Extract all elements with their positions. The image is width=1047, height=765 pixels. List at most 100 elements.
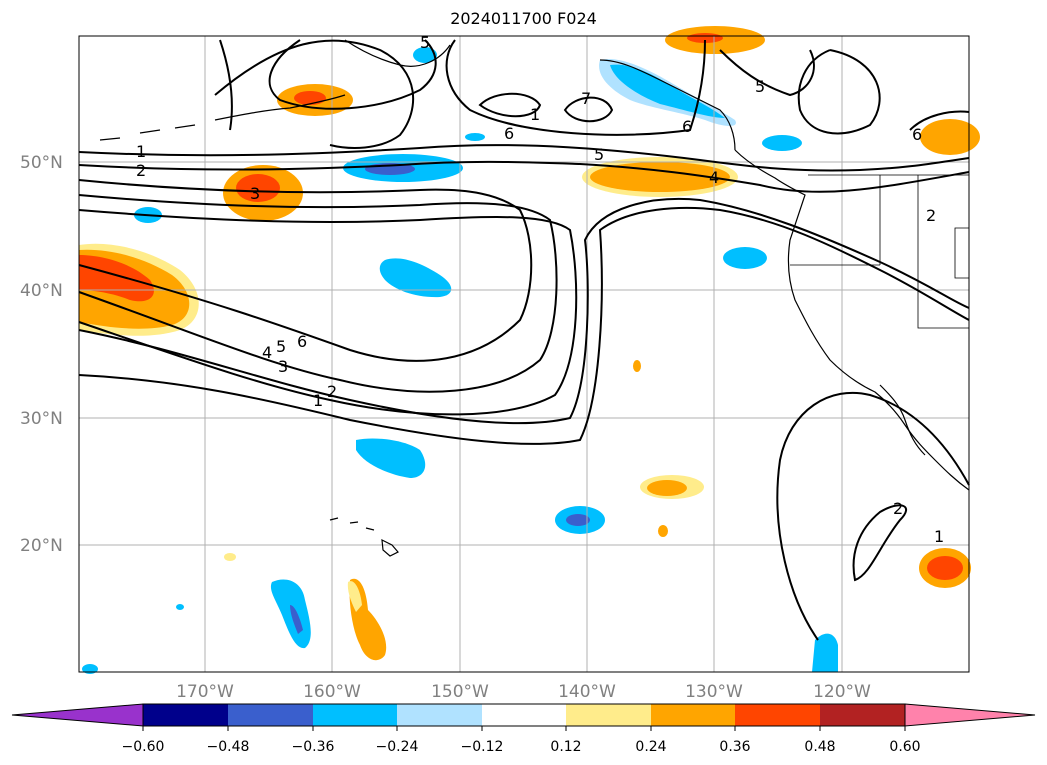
lat-label-40n: 40°N bbox=[20, 281, 63, 301]
colorbar-bin bbox=[313, 704, 397, 726]
coastline-alaska-panhandle bbox=[599, 59, 736, 151]
lon-label-130w: 130°W bbox=[685, 682, 743, 702]
coastline-baja bbox=[879, 384, 926, 456]
longitude-labels: 170°W 160°W 150°W 140°W 130°W 120°W bbox=[176, 682, 871, 702]
contour-line bbox=[78, 160, 970, 193]
latitude-labels: 50°N 40°N 30°N 20°N bbox=[20, 153, 63, 556]
contour-line bbox=[797, 49, 881, 135]
warm-anomaly-small-1 bbox=[633, 360, 641, 372]
contour-label: 5 bbox=[420, 33, 430, 52]
colorbar-tick-label: 0.12 bbox=[550, 739, 581, 755]
contour-label: 7 bbox=[581, 89, 591, 108]
contour-label: 2 bbox=[893, 499, 903, 518]
coastline-aleutians bbox=[99, 124, 196, 141]
graticule bbox=[79, 36, 969, 672]
cool-anomaly-150w bbox=[379, 258, 452, 298]
contour-line bbox=[78, 198, 970, 425]
colorbar-tick-marks bbox=[142, 726, 906, 731]
lon-label-160w: 160°W bbox=[303, 682, 361, 702]
colorbar-tick-label: −0.36 bbox=[292, 739, 335, 755]
colorbar-bin bbox=[735, 704, 820, 726]
map-title: 2024011700 F024 bbox=[450, 9, 597, 28]
colorbar-tick-label: −0.48 bbox=[207, 739, 250, 755]
lon-label-170w: 170°W bbox=[176, 682, 234, 702]
contour-line bbox=[78, 209, 578, 416]
contour-label: 2 bbox=[926, 206, 936, 225]
map-frame bbox=[78, 35, 970, 673]
warm-anomaly-135w-orange bbox=[647, 480, 687, 496]
contour-line bbox=[909, 110, 970, 131]
contour-label: 1 bbox=[530, 105, 540, 124]
contour-line bbox=[719, 49, 815, 97]
contour-lines bbox=[78, 39, 970, 641]
warm-anomaly-small-3 bbox=[224, 553, 236, 561]
contour-line bbox=[78, 194, 558, 393]
cool-anomaly-120w-south bbox=[812, 633, 838, 672]
contour-label: 6 bbox=[912, 125, 922, 144]
colorbar-bin bbox=[397, 704, 482, 726]
lat-label-30n: 30°N bbox=[20, 409, 63, 429]
colorbar-bin bbox=[482, 704, 566, 726]
contour-line bbox=[78, 206, 970, 445]
cool-anomaly-152w-north bbox=[465, 133, 485, 141]
warm-anomaly-east bbox=[920, 119, 980, 155]
warm-anomaly-130w-orange bbox=[590, 162, 730, 192]
colorbar: −0.60 −0.48 −0.36 −0.24 −0.12 0.12 0.24 … bbox=[11, 703, 1036, 755]
contour-line bbox=[78, 179, 533, 362]
contour-label: 6 bbox=[297, 332, 307, 351]
contour-label: 3 bbox=[278, 357, 288, 376]
lat-label-50n: 50°N bbox=[20, 153, 63, 173]
colorbar-extend-high bbox=[904, 703, 1036, 727]
lat-label-20n: 20°N bbox=[20, 536, 63, 556]
colorbar-tick-label: −0.60 bbox=[122, 739, 165, 755]
contour-line bbox=[776, 391, 970, 641]
contour-label: 2 bbox=[136, 161, 146, 180]
contour-label: 4 bbox=[709, 168, 719, 187]
colorbar-tick-label: 0.60 bbox=[889, 739, 920, 755]
contour-label: 5 bbox=[755, 77, 765, 96]
warm-anomaly-small-2 bbox=[658, 525, 668, 537]
contour-label: 4 bbox=[262, 343, 272, 362]
coastlines bbox=[99, 39, 970, 557]
contour-labels: 1 2 3 4 5 6 7 1 2 3 4 5 6 1 2 5 6 1 2 6 … bbox=[136, 33, 944, 546]
contour-line bbox=[852, 504, 908, 582]
colorbar-tick-label: 0.48 bbox=[804, 739, 835, 755]
contour-line bbox=[78, 144, 970, 172]
colorbar-bin bbox=[820, 704, 905, 726]
contour-line bbox=[445, 39, 706, 136]
lon-label-120w: 120°W bbox=[813, 682, 871, 702]
contour-line bbox=[478, 92, 542, 118]
contour-label: 6 bbox=[682, 117, 692, 136]
contour-label: 5 bbox=[594, 145, 604, 164]
colorbar-extend-low bbox=[11, 703, 144, 727]
cool-anomaly-155w-25n bbox=[356, 438, 426, 478]
warm-anomaly-165w-red bbox=[236, 174, 280, 202]
colorbar-outline bbox=[142, 703, 906, 727]
colorbar-tick-labels: −0.60 −0.48 −0.36 −0.24 −0.12 0.12 0.24 … bbox=[122, 739, 921, 755]
cool-anomaly-142w-dark bbox=[566, 514, 590, 526]
colorbar-tick-label: −0.24 bbox=[376, 739, 419, 755]
colorbar-bin bbox=[566, 704, 651, 726]
contour-label: 1 bbox=[136, 142, 146, 161]
contour-label: 2 bbox=[327, 382, 337, 401]
colorbar-bin bbox=[651, 704, 735, 726]
contour-label: 1 bbox=[313, 391, 323, 410]
colorbar-tick-label: −0.12 bbox=[461, 739, 504, 755]
contour-label: 3 bbox=[250, 184, 260, 203]
warm-anomaly-southeast-red bbox=[927, 556, 963, 580]
lon-label-150w: 150°W bbox=[431, 682, 489, 702]
cool-anomaly-small bbox=[176, 604, 184, 610]
cool-anomaly-163w bbox=[270, 579, 311, 649]
colorbar-tick-label: 0.36 bbox=[719, 739, 750, 755]
contour-label: 6 bbox=[504, 124, 514, 143]
colorbar-bin bbox=[143, 704, 228, 726]
lon-label-140w: 140°W bbox=[558, 682, 616, 702]
contour-label: 5 bbox=[276, 337, 286, 356]
hawaii-islands bbox=[329, 517, 399, 557]
cool-anomaly-133w bbox=[762, 135, 802, 151]
colorbar-bin bbox=[228, 704, 313, 726]
warm-anomaly-alaska-red bbox=[294, 91, 326, 105]
warm-anomaly-157w-yellow bbox=[347, 581, 362, 612]
contour-line bbox=[563, 96, 614, 123]
